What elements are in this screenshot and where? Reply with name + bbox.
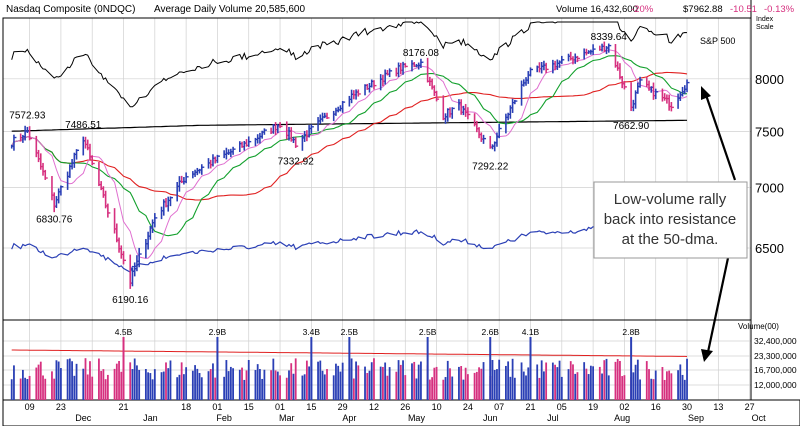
date-axis-label: 15	[306, 402, 316, 412]
volume-tick-label: 32,400,000	[754, 336, 797, 346]
price-annotation-label: 7292.22	[472, 161, 509, 172]
date-axis-label: 19	[588, 402, 598, 412]
ma50-line	[11, 71, 688, 201]
ma200-line	[11, 119, 687, 132]
date-axis-label: 02	[619, 402, 629, 412]
date-axis-label: 26	[400, 402, 410, 412]
date-axis-label: 18	[181, 402, 191, 412]
volume-change-label: -20%	[631, 4, 654, 15]
sp500-label: S&P 500	[700, 36, 735, 46]
date-axis-label: Jul	[547, 413, 559, 423]
date-axis-label: 12	[369, 402, 379, 412]
date-axis-label: 01	[212, 402, 222, 412]
price-tick-label: 7000	[755, 181, 784, 196]
volume-annotation-label: 2.6B	[481, 327, 499, 337]
date-axis-label: Sep	[688, 413, 704, 423]
volume-label: Volume 16,432,600	[556, 4, 638, 15]
volume-axis-title: Volume(00)	[738, 322, 779, 331]
volume-annotation-label: 2.5B	[341, 327, 359, 337]
date-axis-label: Dec	[75, 413, 92, 423]
volume-tick-label: 16,700,000	[754, 365, 797, 375]
date-axis-label: 23	[56, 402, 66, 412]
date-axis-label: Jun	[483, 413, 498, 423]
date-axis-label: Aug	[614, 413, 630, 423]
callout-arrowhead-down	[701, 349, 713, 362]
callout-arrowhead-up	[701, 86, 711, 100]
callout-text-line: Low-volume rally	[614, 191, 727, 208]
callout-box	[593, 181, 748, 259]
date-axis-label: 09	[25, 402, 35, 412]
volume-annotation-label: 3.4B	[303, 327, 321, 337]
change-label: -10.51	[730, 4, 757, 15]
date-axis-label: 21	[525, 402, 535, 412]
price-annotation-label: 6190.16	[112, 295, 149, 306]
volume-bars	[10, 349, 688, 400]
date-axis-label: Apr	[342, 413, 356, 423]
volume-annotation-label: 4.1B	[522, 327, 540, 337]
volume-axis-ticks: 32,400,000 23,300,000 16,700,000 12,000,000	[754, 336, 797, 390]
price-tick-label: 8000	[755, 72, 784, 87]
callout-text-line: back into resistance	[604, 211, 737, 228]
date-axis-label: Feb	[216, 413, 232, 423]
date-axis-label: Jan	[143, 413, 158, 423]
date-axis-label: 29	[338, 402, 348, 412]
date-axis-label: 05	[557, 402, 567, 412]
date-axis-label: 13	[713, 402, 723, 412]
volume-annotation-label: 4.5B	[115, 327, 133, 337]
price-bars	[10, 41, 690, 289]
average-volume-label: Average Daily Volume 20,585,600	[154, 4, 305, 15]
index-scale-label-line1: Index	[756, 16, 774, 23]
date-axis-label: 27	[745, 402, 755, 412]
price-annotation-label: 7572.93	[9, 111, 46, 122]
price-label: $7962.88	[683, 4, 723, 15]
relative-strength-line	[11, 225, 688, 273]
annotations: 4.5B 2.9B 3.4B 2.5B 2.5B 2.6B 4.1B 2.8B 7572.93 7…	[9, 32, 650, 400]
callout-arrow-down	[706, 257, 730, 353]
volume-annotation-label: 2.8B	[622, 327, 640, 337]
price-annotation-label: 8339.64	[591, 32, 628, 43]
date-axis-label: 16	[651, 402, 661, 412]
change-percent-label: -0.13%	[764, 4, 795, 15]
date-axis-label: 10	[432, 402, 442, 412]
date-axis-label: Oct	[752, 413, 767, 423]
price-tick-label: 7500	[755, 124, 784, 139]
date-axis-label: 21	[119, 402, 129, 412]
date-axis-label: 01	[275, 402, 285, 412]
price-annotation-label: 8176.08	[403, 48, 440, 59]
ma21-line	[11, 55, 688, 237]
price-annotation-label: 6830.76	[36, 215, 73, 226]
price-annotation-label: 7662.90	[613, 121, 650, 132]
price-annotation-label: 7332.92	[278, 157, 315, 168]
price-tick-label: 6500	[755, 241, 784, 256]
date-axis-label: 07	[494, 402, 504, 412]
chart-title: Nasdaq Composite (0NDQC)	[6, 4, 136, 15]
callout-arrow-up	[704, 94, 737, 181]
volume-annotation-label: 2.5B	[419, 327, 437, 337]
date-axis-label: May	[408, 413, 426, 423]
volume-tick-label: 12,000,000	[754, 380, 797, 390]
date-axis-label: 24	[463, 402, 473, 412]
price-annotation-label: 7486.51	[65, 120, 102, 131]
date-axis-label: 15	[244, 402, 254, 412]
volume-tick-label: 23,300,000	[754, 351, 797, 361]
date-axis-label: Mar	[279, 413, 295, 423]
date-axis-label: 30	[682, 402, 692, 412]
volume-annotation-label: 2.9B	[209, 327, 227, 337]
sp500-line	[11, 21, 688, 108]
price-axis-ticks: 8000 7500 7000 6500	[755, 72, 784, 256]
callout-text-line: at the 50-dma.	[622, 231, 719, 248]
index-scale-label-line2: Scale	[756, 24, 774, 31]
callout-text: Low-volume rally back into resistance at t…	[604, 191, 737, 248]
